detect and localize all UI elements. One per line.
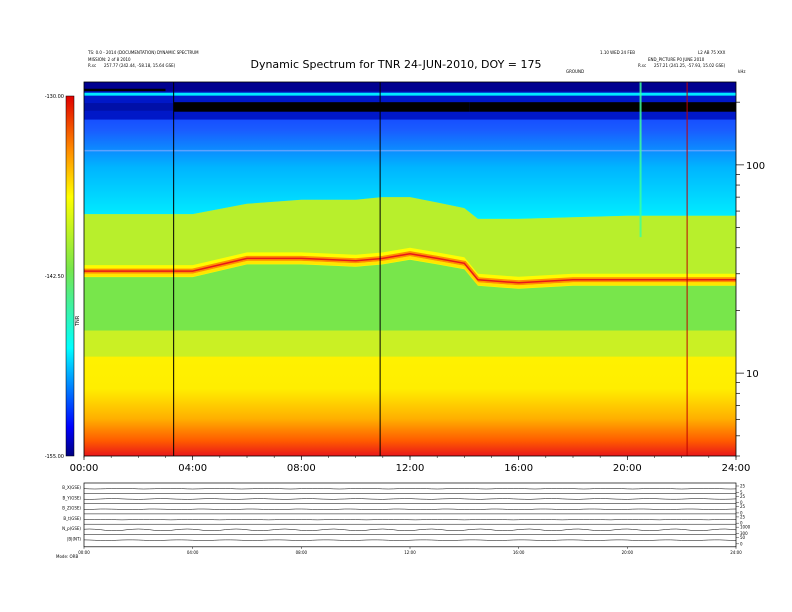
header-mid-label: GROUND [566, 69, 585, 74]
chart-title: Dynamic Spectrum for TNR 24-JUN-2010, DO… [250, 58, 542, 71]
black-stripe-1 [173, 102, 470, 112]
panel-label-3: B_t(GSE) [63, 516, 81, 521]
header-right-rsc-label: R.sc [638, 63, 647, 68]
vertical-markers [173, 82, 688, 456]
panel-trace-5 [83, 539, 737, 541]
panel-rtick-label-0-1: 5 [740, 490, 743, 495]
panel-trace-3 [83, 519, 736, 521]
colorbar: -130.00 -142.50 -155.00 TNR [45, 94, 81, 460]
panel-label-1: B_Y(GSE) [63, 495, 82, 500]
plasma-line-band [84, 197, 736, 277]
panel-trace-1 [83, 498, 737, 500]
panel-time-label-6: 24:00 [730, 550, 742, 555]
mode-label: Mode: ORB [56, 554, 79, 559]
panel-trace-0 [83, 488, 737, 490]
x-tick-label-0: 00:00 [70, 463, 99, 474]
black-stripe-2 [469, 102, 736, 112]
header-left-rsc-label: R.sc [88, 63, 97, 68]
panel-rtick-label-5-0: 50 [740, 535, 746, 540]
panel-time-label-4: 16:00 [513, 550, 525, 555]
x-tick-label-4: 16:00 [504, 463, 533, 474]
panel-time-label-5: 20:00 [622, 550, 634, 555]
header-right-rsc-value: 257.21 (241.25, -57.93, 15.02 GSE) [654, 63, 726, 68]
panel-frame [83, 482, 737, 548]
panel-label-0: B_X(GSE) [62, 485, 81, 490]
header-left-line1: TS: 0.0 - 2014 (DOCUMENTATION) DYNAMIC S… [88, 50, 199, 55]
header-right-line1: 1.10 WED 24 FEB [600, 50, 635, 55]
khz-label: kHz [738, 69, 746, 74]
colorbar-tick-min: -155.00 [45, 454, 64, 460]
y-tick-label-0: 100 [746, 161, 765, 172]
header-left-line2: MISSION: 2 of 8 2010 [88, 57, 131, 62]
faint-line-115 [84, 149, 736, 152]
panel-rtick-label-0-0: 25 [740, 484, 746, 489]
x-tick-label-6: 24:00 [722, 463, 751, 474]
x-tick-label-2: 08:00 [287, 463, 316, 474]
colorbar-label: TNR [75, 315, 81, 327]
panel-rtick-label-3-1: 0 [740, 521, 743, 526]
colorbar-tick-mid: -142.50 [45, 274, 64, 280]
panel-rtick-label-3-0: 25 [740, 514, 746, 519]
header-right-line3: END_PICTURE P0 JUNE 2010 [648, 57, 705, 62]
colorbar-rect [65, 95, 75, 457]
y-tick-label-1: 10 [746, 369, 759, 380]
x-tick-label-5: 20:00 [613, 463, 642, 474]
panel-time-label-0: 00:00 [78, 550, 90, 555]
x-tick-label-1: 04:00 [178, 463, 207, 474]
plasma-line-fringe [84, 256, 736, 289]
panel-rtick-label-5-1: 0 [740, 541, 743, 546]
green-yellow-transition [84, 330, 736, 357]
blue-stripe-start [84, 103, 174, 111]
panel-trace-4 [83, 528, 737, 531]
panel-trace-2 [83, 508, 737, 510]
x-axis: 00:00 04:00 08:00 12:00 16:00 20:00 24:00 [70, 456, 751, 474]
vertical-streak [639, 82, 642, 238]
header-left-rsc-value: 257.77 (242.44, -58.18, 15.64 GSE) [104, 63, 176, 68]
black-stripe-top-left [84, 88, 166, 92]
panel-rtick-label-1-0: 25 [740, 494, 746, 499]
green-region [84, 259, 736, 331]
top-dark-band [84, 82, 736, 92]
cyan-stripe [84, 92, 736, 96]
panel-time-label-3: 12:00 [404, 550, 416, 555]
panel-time-label-2: 08:00 [296, 550, 308, 555]
spectrum-area [84, 82, 736, 456]
panel-rtick-label-2-1: 0 [740, 510, 743, 515]
panel-label-4: N_p(GSE) [62, 526, 81, 531]
y-axis: 100 10 [736, 101, 765, 457]
panel-rtick-label-4-1: 300 [740, 531, 748, 536]
colorbar-tick-max: -130.00 [45, 94, 64, 100]
panel-label-5: |B|(NT) [67, 537, 81, 542]
plasma-line-core [84, 252, 736, 284]
panel-label-2: B_Z(GSE) [62, 506, 81, 511]
panel-rtick-label-1-1: 0 [740, 500, 743, 505]
header-right-line2: L2 AB 75 XXX [698, 50, 726, 55]
panel-rtick-label-4-0: 1000 [740, 525, 751, 530]
x-tick-label-3: 12:00 [396, 463, 425, 474]
panel-rtick-label-2-0: 25 [740, 504, 746, 509]
panel-time-label-1: 04:00 [187, 550, 199, 555]
